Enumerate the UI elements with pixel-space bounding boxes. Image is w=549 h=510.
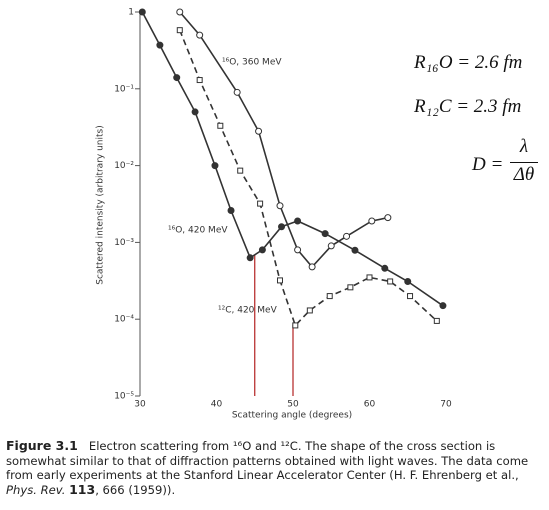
caption: Figure 3.1 Electron scattering from ¹⁶O … <box>6 438 546 497</box>
x-tick-label: 50 <box>287 400 299 410</box>
data-point <box>138 8 146 16</box>
data-point <box>294 246 302 254</box>
data-point <box>227 207 235 215</box>
equation: R₁₂C = 2.3 fm <box>414 96 522 117</box>
series-label: ¹²C, 420 MeV <box>218 306 278 316</box>
data-point <box>278 223 286 231</box>
data-point <box>351 246 359 254</box>
equation: D = <box>472 154 504 175</box>
data-point <box>176 27 183 34</box>
data-point <box>368 217 376 225</box>
y-tick-label: 10⁻³ <box>114 238 134 248</box>
data-point <box>217 122 224 129</box>
series-line <box>141 11 444 307</box>
data-point <box>433 317 440 324</box>
data-point <box>196 31 204 39</box>
data-point <box>347 284 354 291</box>
x-tick-label: 70 <box>440 400 452 410</box>
fraction-bar <box>510 162 538 163</box>
series-label: ¹⁶O, 360 MeV <box>222 58 282 68</box>
data-point <box>294 217 302 225</box>
data-point <box>237 167 244 174</box>
data-point <box>246 254 254 262</box>
data-point <box>321 230 329 238</box>
data-point <box>233 88 241 96</box>
chart: Scattered intensity (arbitrary units) Sc… <box>96 8 452 421</box>
y-tick-label: 10⁻⁴ <box>114 315 134 325</box>
fraction-numerator: λ <box>519 136 529 157</box>
data-point <box>343 232 351 240</box>
caption-journal: Phys. Rev. <box>6 482 66 497</box>
y-tick-label: 10⁻¹ <box>114 84 134 94</box>
caption-label: Figure 3.1 <box>6 438 78 453</box>
data-point <box>384 214 392 222</box>
data-point <box>404 277 412 285</box>
data-point <box>439 302 447 310</box>
data-point <box>173 74 181 82</box>
y-tick-label: 1 <box>128 8 134 18</box>
data-point <box>156 41 164 49</box>
data-point <box>276 277 283 284</box>
data-point <box>276 202 284 210</box>
caption-volume: 113 <box>69 481 96 497</box>
data-point <box>191 108 199 116</box>
fraction-denominator: Δθ <box>513 164 535 185</box>
y-axis-label: Scattered intensity (arbitrary units) <box>96 125 106 284</box>
caption-text: Electron scattering from ¹⁶O and ¹²C. Th… <box>6 439 529 482</box>
data-point <box>258 246 266 254</box>
y-tick-label: 10⁻² <box>114 161 134 171</box>
x-axis-label: Scattering angle (degrees) <box>232 411 352 421</box>
data-point <box>326 293 333 300</box>
equation: R₁₆O = 2.6 fm <box>414 52 523 73</box>
data-point <box>366 274 373 281</box>
data-point <box>211 162 219 170</box>
series-label: ¹⁶O, 420 MeV <box>168 226 228 236</box>
data-point <box>306 307 313 314</box>
x-tick-label: 40 <box>211 400 223 410</box>
data-point <box>196 77 203 84</box>
x-tick-label: 60 <box>364 400 376 410</box>
data-point <box>257 200 264 207</box>
data-point <box>327 242 335 250</box>
data-point <box>407 293 414 300</box>
x-tick-label: 30 <box>134 400 146 410</box>
data-point <box>381 264 389 272</box>
data-point <box>387 278 394 285</box>
caption-text: , 666 (1959)). <box>95 482 176 497</box>
y-tick-label: 10⁻⁵ <box>114 392 134 402</box>
data-point <box>255 127 263 135</box>
data-point <box>308 263 316 271</box>
data-point <box>176 8 184 16</box>
data-point <box>292 322 299 329</box>
series-line <box>179 29 438 327</box>
